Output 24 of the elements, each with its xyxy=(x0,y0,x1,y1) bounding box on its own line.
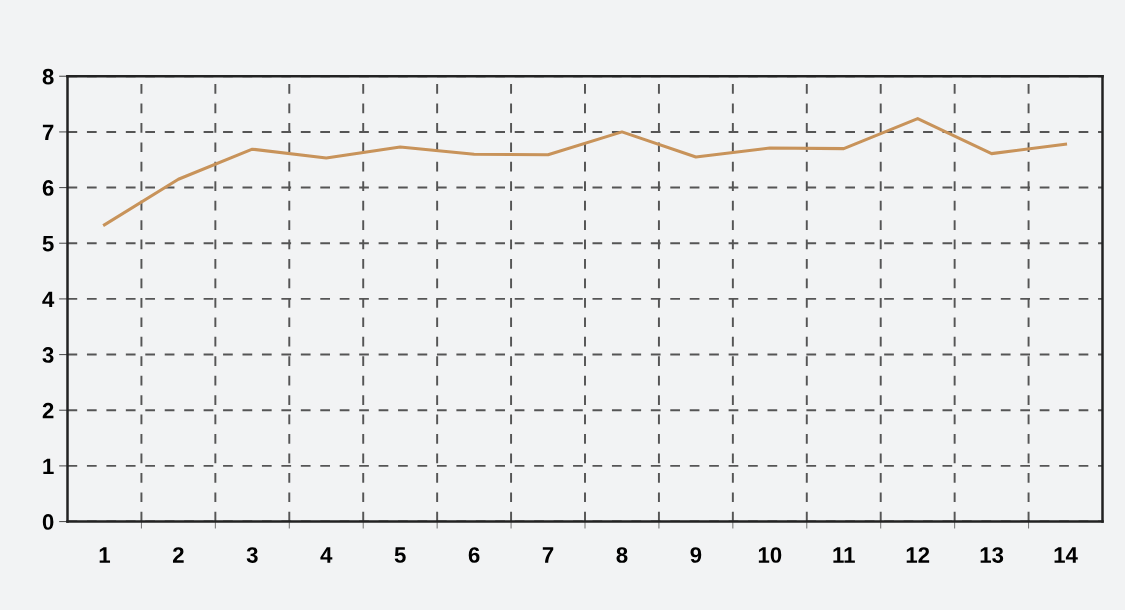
y-tick-label: 1 xyxy=(43,458,54,474)
line-series xyxy=(102,117,1068,227)
x-tick-label: 8 xyxy=(616,547,628,563)
x-tick-label: 9 xyxy=(690,547,702,563)
x-tick-label: 11 xyxy=(833,547,855,563)
y-tick-label: 2 xyxy=(42,402,54,419)
x-tick-label: 3 xyxy=(246,547,258,563)
y-tick-label: 0 xyxy=(42,514,54,530)
x-tick-label: 5 xyxy=(394,547,406,563)
y-tick-label: 7 xyxy=(42,124,54,140)
x-tick-label: 10 xyxy=(758,547,782,563)
y-tick-label: 8 xyxy=(42,68,54,85)
x-tick-label: 12 xyxy=(906,547,930,563)
x-tick-label: 13 xyxy=(980,547,1004,563)
y-tick-label: 4 xyxy=(42,291,55,307)
x-tick-label: 6 xyxy=(468,547,480,563)
y-tick-label: 6 xyxy=(42,180,54,196)
x-tick-label: 4 xyxy=(320,547,333,563)
x-tick-label: 2 xyxy=(172,547,184,563)
x-tick-label: 7 xyxy=(542,547,554,563)
y-tick-label: 3 xyxy=(42,347,54,363)
x-tick-label: 14 xyxy=(1054,547,1078,563)
x-tick-label: 1 xyxy=(99,547,111,563)
y-tick-label: 5 xyxy=(42,236,54,252)
